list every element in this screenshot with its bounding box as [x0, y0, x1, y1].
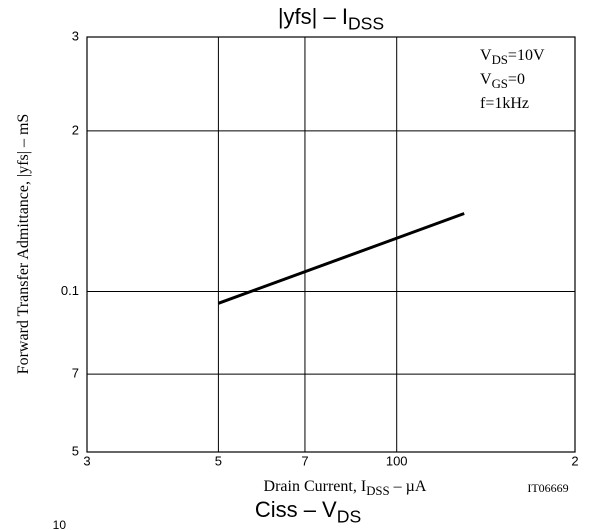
annotation-part: GS — [492, 77, 508, 91]
annotation-part: f=1kHz — [480, 95, 529, 112]
annotation: f=1kHz — [480, 95, 529, 112]
annotation: VGS=0 — [480, 71, 525, 91]
x-axis-label-part: DSS — [366, 484, 389, 498]
annotation-part: V — [480, 47, 492, 64]
next-chart-tick: 10 — [53, 518, 67, 530]
annotation-part: =10V — [508, 47, 545, 64]
x-tick-label: 100 — [386, 453, 408, 468]
annotation-part: =0 — [508, 71, 525, 88]
x-tick-label: 2 — [571, 453, 578, 468]
y-axis-label-part: Forward Transfer Admittance, |yfs| – mS — [15, 114, 32, 375]
annotation-part: V — [480, 71, 492, 88]
chart-title-part: |yfs| – I — [278, 4, 348, 29]
y-tick-label: 3 — [72, 28, 79, 43]
y-tick-label: 2 — [72, 122, 79, 137]
y-tick-label: 5 — [72, 443, 79, 458]
plot-frame — [86, 36, 576, 453]
next-chart-title-part: DS — [337, 506, 361, 526]
y-axis-label: Forward Transfer Admittance, |yfs| – mS — [15, 114, 32, 375]
chart-title: |yfs| – IDSS — [278, 4, 384, 33]
y-tick-label: 7 — [72, 366, 79, 381]
annotation-part: DS — [492, 53, 508, 67]
x-tick-label: 3 — [83, 453, 90, 468]
data-line — [217, 212, 465, 305]
next-chart-title: Ciss – VDS — [255, 497, 361, 526]
x-tick-label: 5 — [215, 453, 222, 468]
y-tick-label: 0.1 — [61, 283, 79, 298]
chart-title-part: DSS — [348, 13, 384, 33]
annotation: VDS=10V — [480, 47, 545, 67]
x-axis-label-part: – µA — [390, 478, 427, 495]
next-chart-title-part: Ciss – V — [255, 497, 337, 522]
x-axis-label: Drain Current, IDSS – µA — [264, 478, 427, 498]
x-tick-label: 7 — [301, 453, 308, 468]
x-axis-label-part: Drain Current, I — [264, 478, 367, 495]
figure-code: IT06669 — [527, 481, 568, 495]
